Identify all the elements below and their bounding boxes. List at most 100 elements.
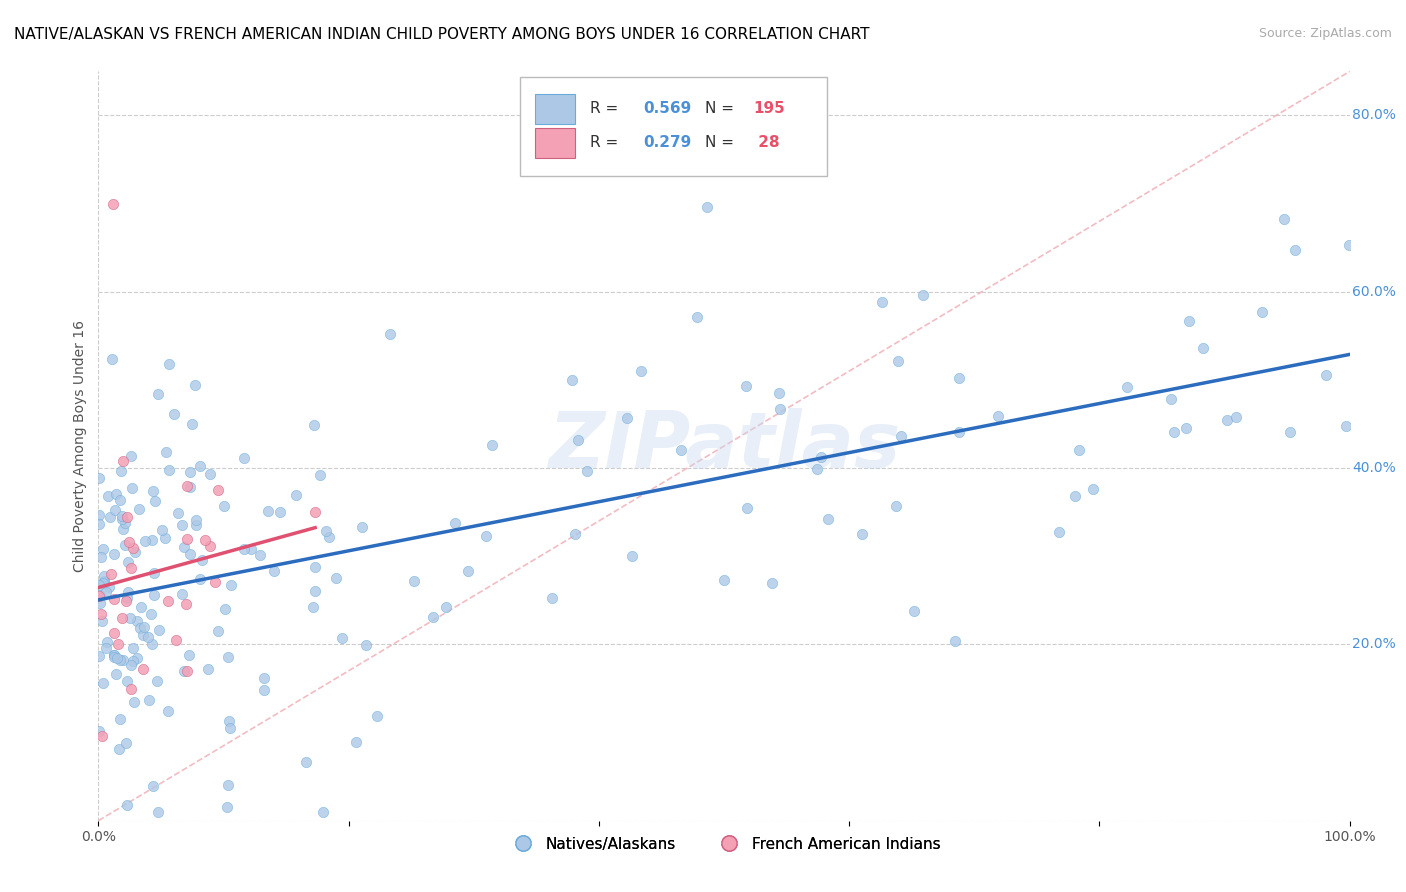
Point (810, 450, 832, 464)
Point (240, 541, 263, 556)
Point (540, 591, 562, 605)
Point (233, 450, 256, 465)
Point (142, 779, 165, 793)
Point (117, 555, 139, 569)
Text: 0.569: 0.569 (643, 102, 690, 116)
Point (97, 580, 120, 594)
Point (150, 523, 173, 537)
Point (114, 516, 136, 530)
Point (112, 454, 135, 468)
Point (768, 402, 790, 417)
Point (172, 587, 194, 601)
Point (1178, 314, 1201, 328)
Point (146, 674, 169, 689)
Point (1278, 425, 1301, 439)
Point (1251, 305, 1274, 319)
Point (155, 445, 177, 459)
Point (96, 635, 118, 649)
Point (193, 533, 215, 547)
Point (1081, 482, 1104, 496)
Point (112, 653, 135, 667)
Point (987, 409, 1010, 423)
Point (90, 549, 112, 564)
Point (122, 695, 145, 709)
Point (217, 650, 239, 665)
Text: NATIVE/ALASKAN VS FRENCH AMERICAN INDIAN CHILD POVERTY AMONG BOYS UNDER 16 CORRE: NATIVE/ALASKAN VS FRENCH AMERICAN INDIAN… (14, 27, 869, 42)
Text: 28: 28 (752, 135, 779, 150)
Text: Source: ZipAtlas.com: Source: ZipAtlas.com (1258, 27, 1392, 40)
Point (174, 597, 197, 611)
Point (263, 564, 285, 578)
Point (117, 509, 139, 524)
FancyBboxPatch shape (520, 77, 827, 177)
Point (170, 518, 193, 533)
Point (91, 576, 114, 591)
Point (768, 385, 790, 400)
Point (124, 545, 146, 559)
FancyBboxPatch shape (536, 94, 575, 124)
Point (89, 596, 111, 610)
Point (1192, 342, 1215, 356)
Point (207, 483, 229, 497)
Point (309, 468, 332, 483)
Point (132, 662, 155, 676)
Point (148, 623, 170, 637)
Point (249, 549, 271, 563)
Point (475, 529, 498, 543)
Point (93, 574, 115, 589)
Point (354, 638, 377, 652)
Point (87, 577, 110, 591)
Point (87, 517, 110, 532)
Point (115, 798, 138, 813)
Point (142, 484, 165, 499)
Point (121, 541, 143, 555)
Point (176, 532, 198, 546)
Point (1334, 419, 1357, 434)
Point (120, 449, 142, 463)
Point (105, 651, 128, 665)
Point (219, 722, 242, 736)
Point (176, 664, 198, 678)
Point (104, 502, 127, 516)
Point (186, 513, 208, 527)
Point (115, 736, 138, 750)
Point (89, 588, 111, 602)
Point (302, 417, 325, 432)
Point (111, 512, 134, 526)
Point (188, 572, 211, 586)
Point (101, 351, 124, 366)
Point (567, 433, 589, 447)
Point (943, 633, 966, 648)
Point (806, 462, 828, 476)
Point (204, 574, 226, 589)
Point (87, 648, 110, 663)
Point (302, 599, 325, 614)
Point (98, 510, 121, 524)
Point (143, 566, 166, 580)
Text: N =: N = (706, 102, 740, 116)
Point (138, 693, 160, 707)
Point (304, 560, 326, 574)
Point (143, 494, 166, 508)
Point (911, 288, 934, 302)
Point (184, 378, 207, 392)
Point (121, 481, 143, 495)
Point (104, 486, 127, 500)
Point (1175, 421, 1198, 435)
Point (163, 407, 186, 421)
Point (350, 520, 373, 534)
Point (90, 730, 112, 744)
Text: 0.279: 0.279 (643, 135, 690, 150)
Point (325, 571, 347, 585)
Point (127, 651, 149, 665)
Point (304, 584, 326, 599)
Text: 40.0%: 40.0% (1353, 461, 1396, 475)
Point (120, 681, 142, 696)
Point (344, 735, 367, 749)
Point (103, 547, 125, 561)
Legend: Natives/Alaskans, French American Indians: Natives/Alaskans, French American Indian… (502, 830, 946, 858)
Point (312, 805, 335, 819)
Point (114, 538, 136, 552)
Y-axis label: Child Poverty Among Boys Under 16: Child Poverty Among Boys Under 16 (73, 320, 87, 572)
Point (1116, 379, 1139, 393)
